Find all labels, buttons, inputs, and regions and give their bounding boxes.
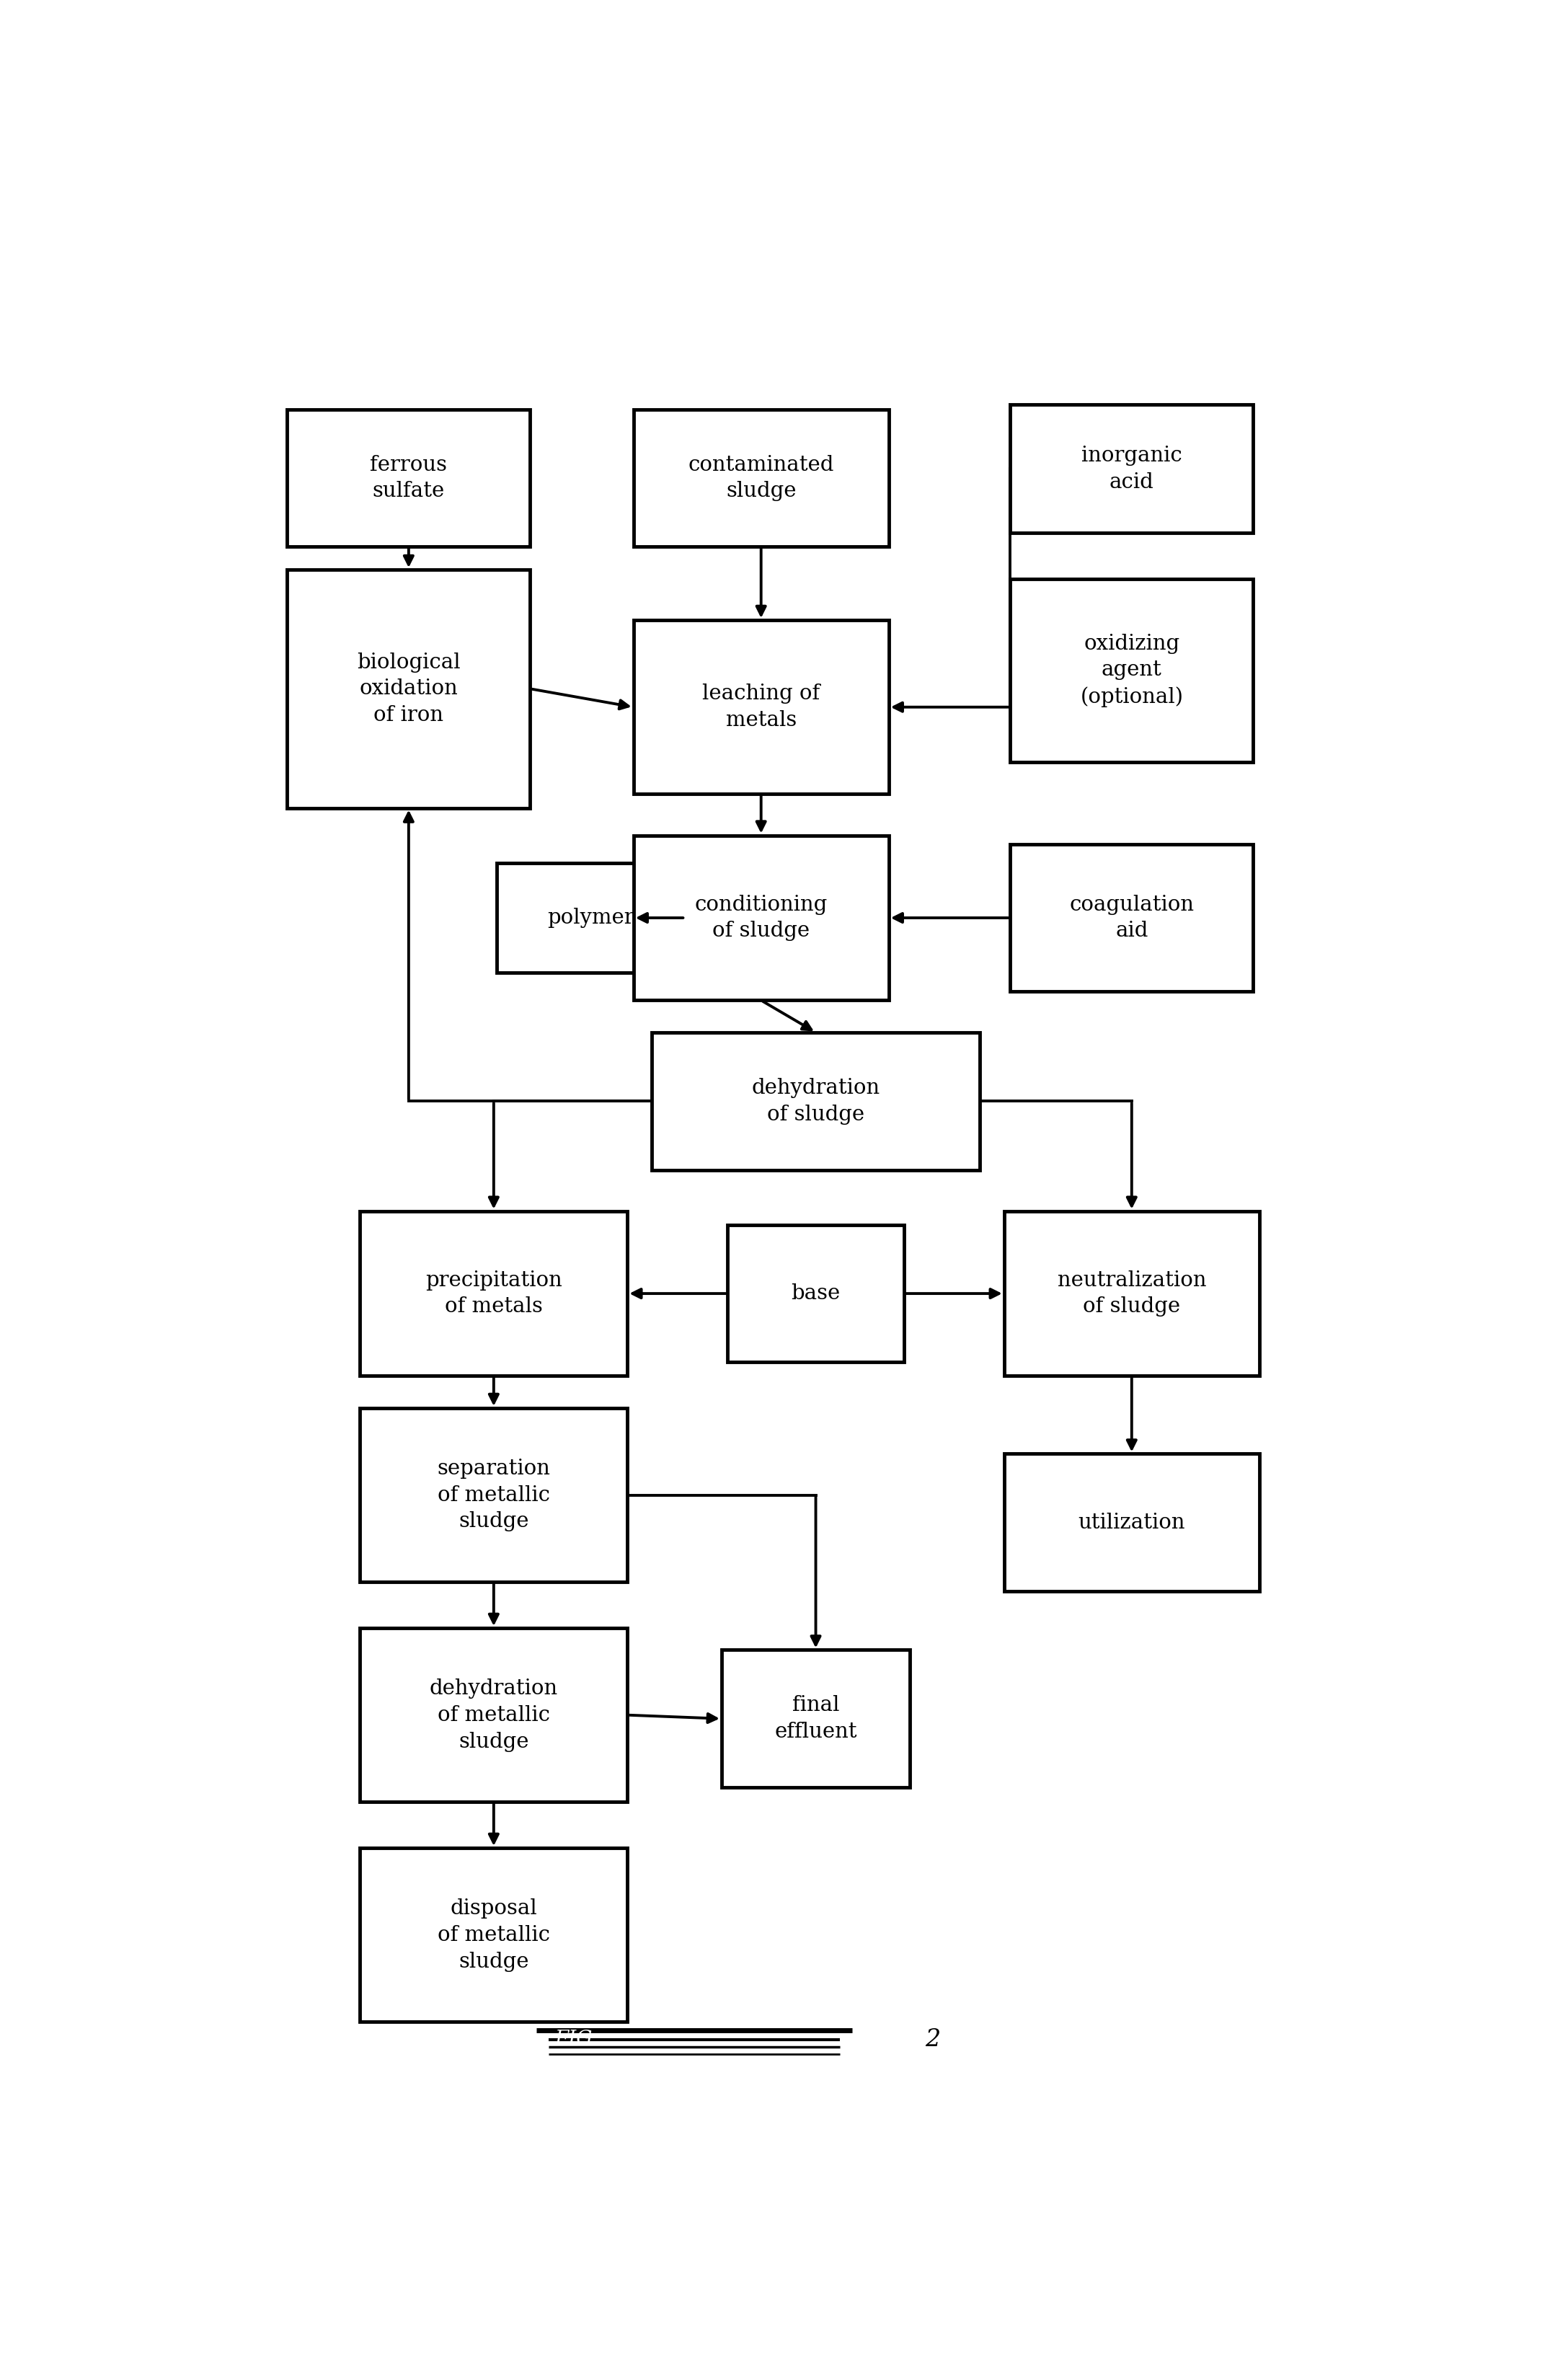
Bar — [633, 409, 889, 547]
Bar — [1004, 1454, 1259, 1592]
Bar — [1010, 845, 1253, 990]
Bar — [633, 835, 889, 1000]
Bar — [1010, 578, 1253, 762]
Bar — [361, 1211, 627, 1376]
Text: FIG.: FIG. — [555, 2030, 597, 2049]
Bar — [497, 864, 685, 973]
Text: base: base — [792, 1283, 840, 1304]
Text: neutralization
of sludge: neutralization of sludge — [1057, 1271, 1206, 1316]
Bar — [633, 621, 889, 795]
Text: final
effluent: final effluent — [775, 1695, 858, 1742]
Text: disposal
of metallic
sludge: disposal of metallic sludge — [437, 1899, 550, 1971]
Bar — [721, 1649, 909, 1787]
Text: biological
oxidation
of iron: biological oxidation of iron — [358, 652, 461, 726]
Bar — [1004, 1211, 1259, 1376]
Text: ferrous
sulfate: ferrous sulfate — [370, 455, 447, 502]
Text: oxidizing
agent
(optional): oxidizing agent (optional) — [1080, 633, 1184, 707]
Text: polymer: polymer — [547, 907, 635, 928]
Text: separation
of metallic
sludge: separation of metallic sludge — [437, 1459, 550, 1533]
Text: inorganic
acid: inorganic acid — [1082, 445, 1182, 493]
Text: leaching of
metals: leaching of metals — [702, 683, 820, 731]
Text: 2: 2 — [925, 2028, 941, 2052]
Text: dehydration
of sludge: dehydration of sludge — [751, 1078, 880, 1123]
Text: dehydration
of metallic
sludge: dehydration of metallic sludge — [430, 1678, 558, 1752]
Bar — [361, 1847, 627, 2023]
Bar — [361, 1409, 627, 1583]
Text: precipitation
of metals: precipitation of metals — [425, 1271, 561, 1316]
Text: contaminated
sludge: contaminated sludge — [688, 455, 834, 502]
Bar — [287, 569, 530, 807]
Text: utilization: utilization — [1079, 1514, 1185, 1533]
Text: conditioning
of sludge: conditioning of sludge — [695, 895, 828, 940]
Bar — [1010, 405, 1253, 533]
Bar — [652, 1033, 980, 1171]
Bar — [361, 1628, 627, 1802]
Text: coagulation
aid: coagulation aid — [1069, 895, 1195, 940]
Bar — [728, 1226, 903, 1361]
Bar — [287, 409, 530, 547]
